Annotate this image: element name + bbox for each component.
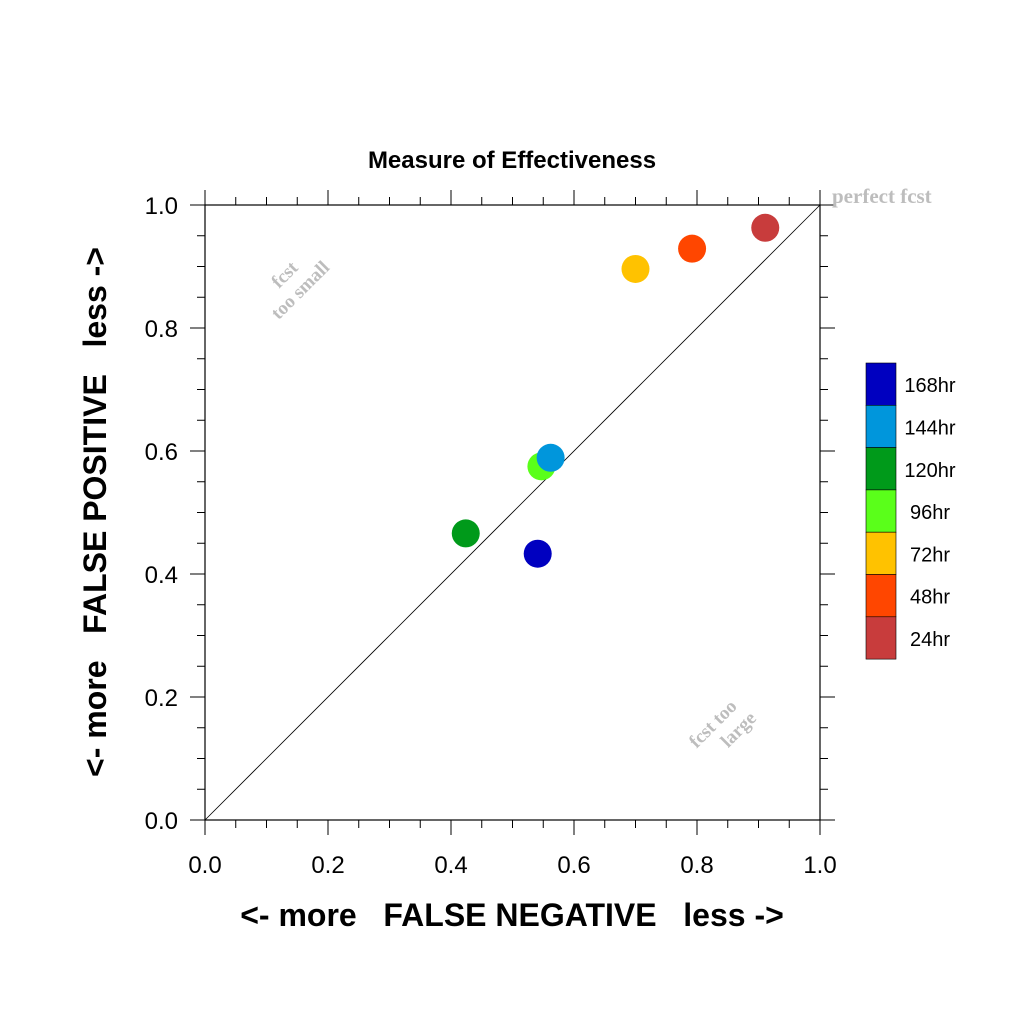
x-tick-label: 0.2 [311,852,344,879]
x-tick-label: 0.8 [680,852,713,879]
y-tick-label: 0.6 [145,439,178,466]
legend-label-72hr: 72hr [910,544,950,566]
y-tick-label: 0.0 [145,808,178,835]
diagonal-reference-line [204,204,821,821]
legend-swatch-24hr [865,616,897,660]
data-point-24hr [751,213,780,242]
legend-label-168hr: 168hr [904,375,955,397]
data-point-144hr [536,443,565,472]
legend-swatch-120hr [865,447,897,491]
annotation-too-small: fcst too small [267,257,334,324]
chart-title: Measure of Effectiveness [368,147,656,174]
annotation-too-large: fcst too large [685,696,761,752]
legend-swatch-72hr [865,531,897,575]
legend-label-24hr: 24hr [910,629,950,651]
y-tick-label: 1.0 [145,193,178,220]
axis-ticks [190,190,835,835]
legend-swatch-168hr [865,362,897,406]
plot-area: 0.0 0.2 0.4 0.6 0.8 1.0 0.0 0.2 0.4 0.6 0.8 1.0 [145,190,837,879]
legend-label-120hr: 120hr [904,460,955,482]
legend-label-48hr: 48hr [910,587,950,609]
legend-label-144hr: 144hr [904,417,955,439]
legend-swatch-48hr [865,574,897,618]
x-axis-label: <- more FALSE NEGATIVE less -> [240,897,784,933]
legend-label-96hr: 96hr [910,502,950,524]
x-tick-label: 0.6 [557,852,590,879]
y-tick-label: 0.2 [145,685,178,712]
y-tick-label: 0.8 [145,316,178,343]
legend: 168hr 144hr 120hr 96hr 72hr 48hr 24hr [865,362,956,660]
y-tick-label: 0.4 [145,562,178,589]
annotation-perfect-fcst: perfect fcst [832,184,932,208]
legend-swatch-96hr [865,489,897,533]
x-tick-label: 0.4 [434,852,467,879]
x-tick-label: 1.0 [803,852,836,879]
data-point-72hr [621,254,650,283]
data-point-48hr [678,234,707,263]
legend-swatch-144hr [865,404,897,448]
data-point-120hr [451,519,480,548]
y-axis-label: <- more FALSE POSITIVE less -> [77,247,113,777]
data-point-168hr [523,539,552,568]
x-tick-label: 0.0 [188,852,221,879]
